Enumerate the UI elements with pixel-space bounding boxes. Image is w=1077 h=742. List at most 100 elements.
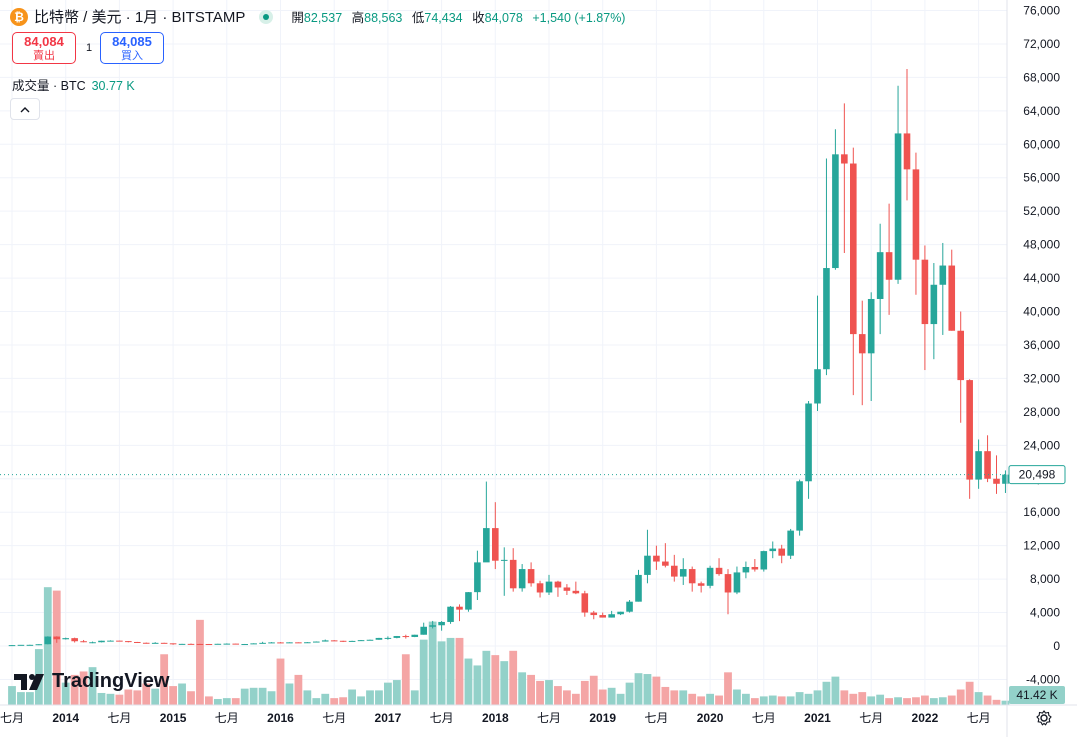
candle-body	[339, 640, 347, 642]
price-tick-label: 68,000	[1023, 70, 1060, 84]
last-price-label: 20,498	[1019, 468, 1056, 482]
time-tick-label: 七月	[0, 711, 24, 725]
volume-bar	[840, 690, 849, 705]
low-value: 74,434	[424, 11, 463, 25]
candle-body	[644, 555, 651, 575]
tradingview-logo-text: TradingView	[52, 670, 170, 692]
volume-bar	[410, 690, 419, 705]
price-tick-label: 60,000	[1023, 137, 1060, 151]
volume-bar	[205, 696, 213, 705]
candle-body	[984, 451, 991, 479]
volume-bar	[571, 693, 580, 705]
candle-body	[599, 615, 606, 618]
volume-bar	[670, 690, 679, 705]
candle-body	[912, 169, 920, 260]
volume-bar	[8, 686, 16, 705]
candle-body	[581, 593, 589, 613]
volume-bar	[473, 665, 482, 705]
candle-body	[259, 642, 266, 644]
candle-body	[608, 614, 615, 618]
volume-bar	[894, 697, 902, 705]
candle-body	[214, 643, 222, 645]
time-tick-label: 七月	[107, 711, 131, 725]
volume-bar	[303, 690, 312, 705]
volume-bar	[294, 674, 303, 705]
volume-bar	[518, 672, 527, 705]
candles	[8, 69, 1009, 647]
candle-body	[26, 644, 34, 646]
volume-bar	[750, 698, 759, 705]
volume-bar	[974, 692, 983, 705]
time-tick-label: 七月	[859, 711, 883, 725]
candle-body	[465, 592, 472, 610]
candle-body	[366, 639, 374, 641]
candle-body	[44, 636, 52, 645]
candle-body	[617, 611, 624, 615]
candle-body	[930, 284, 938, 325]
volume-bar	[679, 690, 688, 705]
price-tick-label: 32,000	[1023, 371, 1060, 385]
open-value: 82,537	[303, 11, 343, 25]
volume-bar	[26, 692, 34, 705]
time-tick-label: 2017	[375, 711, 402, 725]
tradingview-logo[interactable]: TradingView	[14, 670, 169, 693]
candle-body	[134, 641, 141, 643]
volume-bar	[965, 681, 974, 705]
volume-bar	[706, 693, 714, 705]
volume-bar	[580, 680, 589, 705]
volume-bar	[106, 693, 115, 705]
candle-body	[697, 583, 705, 586]
time-tick-label: 七月	[967, 711, 991, 725]
volume-bar	[715, 695, 723, 705]
volume-bar	[249, 687, 258, 705]
buy-button[interactable]: 84,085 買入	[100, 32, 164, 64]
candle-body	[653, 555, 660, 562]
candle-body	[196, 643, 204, 645]
candle-body	[223, 643, 231, 645]
volume-bar	[831, 676, 840, 705]
volume-label: 成交量 · BTC	[12, 79, 86, 93]
candle-body	[474, 562, 481, 593]
symbol-legend: ₿ 比特幣 / 美元 · 1月 · BITSTAMP 開82,537 高88,5…	[10, 6, 625, 27]
candle-body	[796, 481, 803, 531]
price-tick-label: 28,000	[1023, 405, 1060, 419]
market-status-icon[interactable]	[259, 9, 274, 24]
candle-body	[160, 642, 168, 644]
candle-body	[116, 640, 123, 642]
candle-body	[8, 645, 16, 647]
candle-body	[948, 265, 956, 331]
volume-legend[interactable]: 成交量 · BTC 30.77 K	[12, 75, 135, 94]
change-value: +1,540 (+1.87%)	[532, 11, 626, 25]
candle-body	[205, 644, 213, 646]
candle-body	[939, 265, 947, 285]
price-tick-label: 72,000	[1023, 37, 1060, 51]
symbol-title[interactable]: 比特幣 / 美元 · 1月 · BITSTAMP	[34, 9, 246, 26]
candle-body	[53, 636, 61, 640]
collapse-legend-button[interactable]	[10, 98, 40, 120]
volume-bar	[491, 655, 500, 705]
volume-bar	[196, 619, 204, 705]
volume-bar	[366, 690, 374, 705]
sell-label: 賣出	[33, 50, 55, 62]
volume-bar	[357, 696, 365, 705]
candle-body	[286, 642, 293, 644]
sell-button[interactable]: 84,084 賣出	[12, 32, 76, 64]
candle-body	[814, 369, 821, 404]
time-tick-label: 七月	[752, 711, 776, 725]
settings-button[interactable]	[1033, 707, 1055, 729]
candle-body	[393, 636, 401, 638]
candle-body	[679, 569, 687, 577]
volume-bar	[312, 698, 321, 705]
time-tick-label: 2018	[482, 711, 509, 725]
volume-bar	[956, 689, 965, 705]
time-tick-label: 2019	[589, 711, 616, 725]
candle-body	[17, 644, 25, 646]
candle-body	[295, 642, 302, 644]
candle-body	[572, 590, 580, 594]
volume-bar	[849, 693, 858, 705]
candle-body	[178, 643, 186, 645]
last-price-badge	[1008, 465, 1066, 485]
volume-bar	[947, 695, 956, 705]
